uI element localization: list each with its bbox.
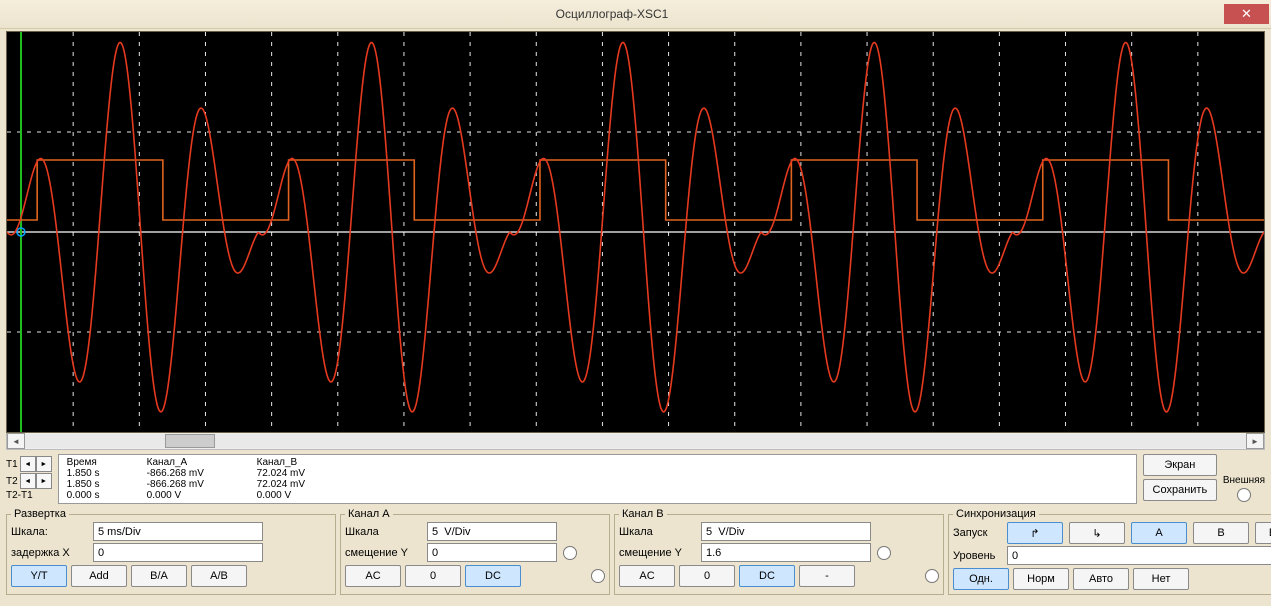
dt-b: 0.000 V [257,490,357,501]
cursor-t1-label: T1 [6,459,18,470]
trigger-panel: Синхронизация Запуск ↱ ↳ A B Внеш Уровен… [948,508,1271,595]
cursor-labels: T1 ◄► T2 ◄► T2-T1 [6,454,52,504]
dt-a: 0.000 V [147,490,247,501]
trigger-src-b-button[interactable]: B [1193,522,1249,544]
chb-scale-label: Шкала [619,526,695,538]
t1-step-left[interactable]: ◄ [20,456,36,472]
trigger-fall-button[interactable]: ↳ [1069,522,1125,544]
t2-step-right[interactable]: ► [36,473,52,489]
cha-zero-button[interactable]: 0 [405,565,461,587]
cha-scale-input[interactable] [427,522,557,541]
mode-ab-button[interactable]: A/B [191,565,247,587]
timebase-xoffset-label: задержка X [11,547,87,559]
t2-step-left[interactable]: ◄ [20,473,36,489]
channel-a-title: Канал A [345,508,393,520]
timebase-scale-label: Шкала: [11,526,87,538]
channel-b-panel: Канал B Шкала смещение Y AC 0 DC - [614,508,944,595]
t1-time: 1.850 s [67,468,137,479]
col-time: Время [67,457,137,468]
screen-button[interactable]: Экран [1143,454,1217,476]
trigger-single-button[interactable]: Одн. [953,568,1009,590]
cursor-t2-label: T2 [6,476,18,487]
dt-time: 0.000 s [67,490,137,501]
horizontal-scrollbar[interactable]: ◄ ► [6,433,1265,450]
timebase-title: Развертка [11,508,69,520]
col-ch-a: Канал_A [147,457,247,468]
chb-yoffset-input[interactable] [701,543,871,562]
trigger-edge-label: Запуск [953,527,1001,539]
t1-b: 72.024 mV [257,468,357,479]
chb-minus-button[interactable]: - [799,565,855,587]
mode-add-button[interactable]: Add [71,565,127,587]
waveform-canvas [7,32,1264,432]
scroll-left-button[interactable]: ◄ [7,433,25,449]
cha-color-radio[interactable] [591,569,605,583]
trigger-level-label: Уровень [953,550,1001,562]
channel-b-title: Канал B [619,508,667,520]
trigger-ext-button[interactable]: Внеш [1255,522,1271,544]
external-trigger-label: Внешняя [1223,475,1265,486]
chb-yoffset-label: смещение Y [619,547,695,559]
t1-a: -866.268 mV [147,468,247,479]
cursor-diff-label: T2-T1 [6,490,33,501]
col-ch-b: Канал_B [257,457,357,468]
cha-ac-button[interactable]: AC [345,565,401,587]
timebase-panel: Развертка Шкала: задержка X Y/T Add B/A … [6,508,336,595]
trigger-rise-button[interactable]: ↱ [1007,522,1063,544]
trigger-level-input[interactable] [1007,546,1271,565]
oscilloscope-screen[interactable] [6,31,1265,433]
cha-probe-radio[interactable] [563,546,577,560]
chb-color-radio[interactable] [925,569,939,583]
cha-dc-button[interactable]: DC [465,565,521,587]
chb-dc-button[interactable]: DC [739,565,795,587]
cha-scale-label: Шкала [345,526,421,538]
chb-probe-radio[interactable] [877,546,891,560]
external-trigger-radio[interactable] [1237,488,1251,502]
t1-step-right[interactable]: ► [36,456,52,472]
trigger-norm-button[interactable]: Норм [1013,568,1069,590]
chb-scale-input[interactable] [701,522,871,541]
timebase-xoffset-input[interactable] [93,543,263,562]
cursor-readout: Время Канал_A Канал_B 1.850 s -866.268 m… [58,454,1137,504]
trigger-none-button[interactable]: Нет [1133,568,1189,590]
window-title: Осциллограф-XSC1 [0,7,1224,21]
t2-b: 72.024 mV [257,479,357,490]
close-button[interactable]: ✕ [1224,4,1269,24]
t2-a: -866.268 mV [147,479,247,490]
channel-a-panel: Канал A Шкала смещение Y AC 0 DC [340,508,610,595]
t2-time: 1.850 s [67,479,137,490]
close-icon: ✕ [1241,6,1252,22]
trigger-title: Синхронизация [953,508,1039,520]
save-button[interactable]: Сохранить [1143,479,1217,501]
cha-yoffset-input[interactable] [427,543,557,562]
title-bar: Осциллограф-XSC1 ✕ [0,0,1271,29]
scroll-right-button[interactable]: ► [1246,433,1264,449]
chb-zero-button[interactable]: 0 [679,565,735,587]
chb-ac-button[interactable]: AC [619,565,675,587]
scroll-track[interactable] [25,434,1246,448]
mode-ba-button[interactable]: B/A [131,565,187,587]
trigger-auto-button[interactable]: Авто [1073,568,1129,590]
mode-yt-button[interactable]: Y/T [11,565,67,587]
scroll-thumb[interactable] [165,434,215,448]
timebase-scale-input[interactable] [93,522,263,541]
trigger-src-a-button[interactable]: A [1131,522,1187,544]
cha-yoffset-label: смещение Y [345,547,421,559]
